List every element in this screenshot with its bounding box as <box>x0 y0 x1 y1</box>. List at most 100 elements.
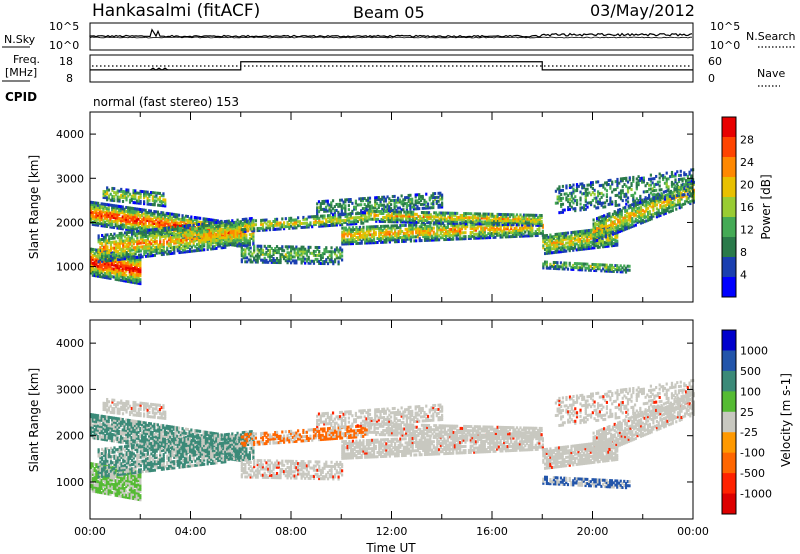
power-echo-cell <box>211 229 215 233</box>
power-echo-cell <box>392 232 395 236</box>
power-echo-cell <box>351 216 354 220</box>
power-echo-cell <box>222 236 225 240</box>
power-echo-cell <box>120 195 123 199</box>
power-echo-cell <box>132 278 135 282</box>
power-echo-cell <box>281 253 284 257</box>
power-echo-cell <box>133 281 137 285</box>
power-echo-cell <box>442 221 445 225</box>
power-echo-cell <box>445 236 448 240</box>
power-echo-cell <box>447 211 450 215</box>
power-echo-cell <box>149 211 152 215</box>
power-echo-cell <box>367 233 370 237</box>
power-echo-cell <box>201 244 204 248</box>
power-echo-cell <box>372 237 376 241</box>
power-echo-cell <box>379 236 383 240</box>
power-echo-cell <box>240 250 243 254</box>
power-echo-cell <box>330 211 333 215</box>
power-echo-cell <box>153 233 157 237</box>
power-echo-cell <box>236 226 239 230</box>
power-echo-cell <box>187 230 190 234</box>
power-echo-cell <box>314 217 317 221</box>
power-echo-cell <box>432 196 435 200</box>
power-echo-cell <box>307 223 310 227</box>
power-echo-cell <box>463 216 466 220</box>
power-echo-cell <box>167 214 170 218</box>
power-echo-cell <box>176 237 179 241</box>
power-echo-cell <box>101 253 104 257</box>
power-echo-cell <box>159 235 162 239</box>
power-echo-cell <box>115 250 118 254</box>
power-echo-cell <box>153 191 156 195</box>
power-echo-cell <box>209 218 212 222</box>
power-echo-cell <box>503 221 506 225</box>
power-echo-cell <box>164 250 167 254</box>
power-echo-cell <box>380 219 383 223</box>
power-echo-cell <box>225 243 229 247</box>
power-echo-cell <box>376 241 379 245</box>
power-echo-cell <box>281 247 284 251</box>
power-echo-cell <box>375 219 378 223</box>
power-echo-cell <box>395 240 398 244</box>
power-echo-cell <box>430 238 434 242</box>
power-echo-cell <box>351 240 355 244</box>
power-echo-cell <box>416 201 419 205</box>
power-echo-cell <box>409 227 413 231</box>
power-echo-cell <box>116 189 119 193</box>
power-echo-cell <box>121 209 124 213</box>
power-echo-cell <box>251 227 254 231</box>
power-echo-cell <box>160 230 163 234</box>
power-echo-cell <box>272 227 275 231</box>
power-echo-cell <box>541 223 544 227</box>
power-echo-cell <box>204 234 208 238</box>
power-echo-cell <box>215 242 218 246</box>
power-echo-cell <box>473 226 476 230</box>
power-echo-cell <box>375 202 379 206</box>
power-echo-cell <box>128 258 131 262</box>
power-echo-cell <box>412 212 415 216</box>
power-echo-cell <box>218 236 222 240</box>
power-echo-cell <box>206 243 209 247</box>
power-echo-cell <box>97 260 100 264</box>
power-echo-cell <box>332 215 335 219</box>
power-echo-cell <box>277 223 280 227</box>
power-echo-cell <box>203 224 206 228</box>
power-echo-cell <box>236 232 239 236</box>
power-echo-cell <box>443 232 446 236</box>
power-echo-cell <box>256 248 259 252</box>
power-echo-cell <box>102 255 105 259</box>
power-echo-cell <box>337 248 340 252</box>
power-echo-cell <box>459 229 462 233</box>
power-echo-cell <box>409 231 413 235</box>
power-echo-cell <box>342 212 345 216</box>
power-echo-cell <box>139 266 142 270</box>
power-echo-cell <box>171 239 174 243</box>
power-echo-cell <box>95 266 98 270</box>
power-echo-cell <box>146 234 149 238</box>
power-echo-cell <box>162 238 165 242</box>
power-echo-cell <box>473 236 476 240</box>
power-echo-cell <box>116 226 119 230</box>
power-echo-cell <box>134 189 137 193</box>
power-echo-cell <box>362 233 365 237</box>
power-echo-cell <box>111 196 114 200</box>
power-echo-cell <box>381 224 384 228</box>
power-echo-cell <box>112 267 116 271</box>
power-echo-cell <box>291 226 294 230</box>
power-echo-cell <box>98 269 101 273</box>
power-echo-cell <box>312 215 316 219</box>
power-echo-cell <box>409 223 413 227</box>
power-echo-cell <box>122 249 125 253</box>
power-echo-cell <box>371 227 374 231</box>
power-echo-cell <box>98 275 101 279</box>
power-echo-cell <box>450 217 453 221</box>
power-echo-cell <box>246 260 249 264</box>
power-echo-cell <box>389 199 393 203</box>
power-echo-cell <box>260 220 263 224</box>
power-echo-cell <box>510 231 513 235</box>
power-echo-cell <box>318 218 321 222</box>
power-echo-cell <box>248 239 251 243</box>
power-echo-cell <box>137 261 140 265</box>
power-echo-cell <box>90 257 93 261</box>
power-echo-cell <box>112 204 116 208</box>
power-echo-cell <box>347 200 350 204</box>
